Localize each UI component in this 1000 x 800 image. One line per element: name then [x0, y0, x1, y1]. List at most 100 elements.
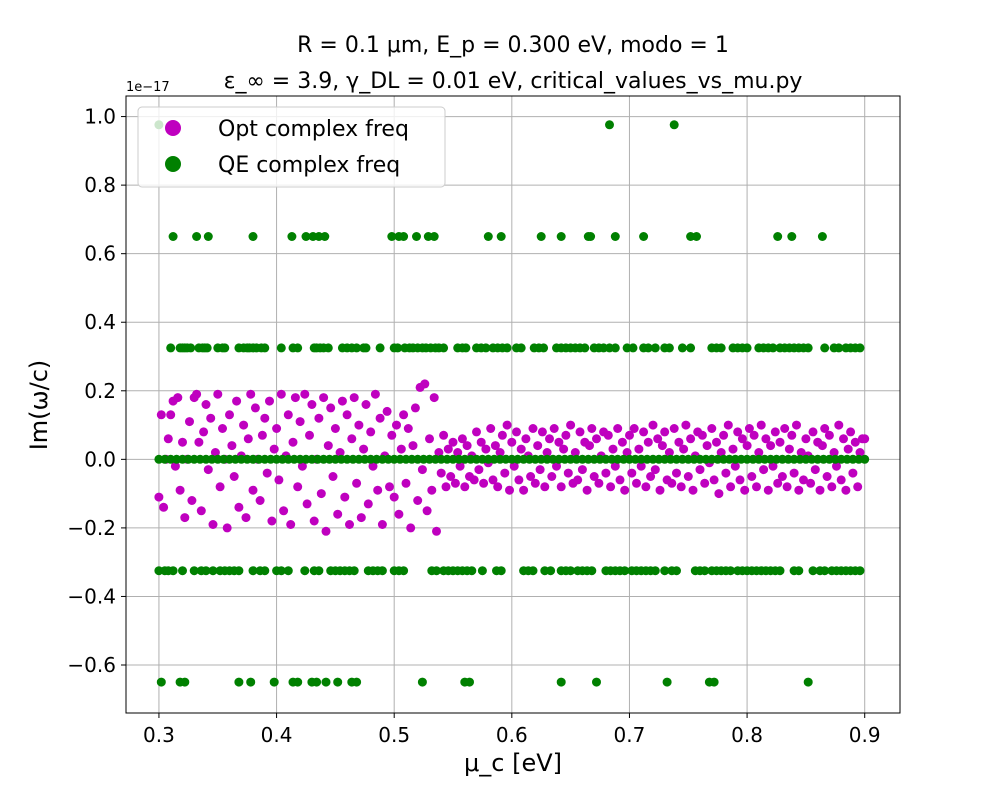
- data-point: [234, 502, 244, 512]
- data-point: [592, 677, 601, 687]
- data-point: [412, 232, 421, 241]
- data-point: [570, 448, 580, 457]
- data-point: [260, 566, 270, 576]
- data-point: [582, 485, 592, 495]
- data-point: [201, 400, 211, 409]
- data-point: [163, 434, 173, 444]
- data-point: [549, 424, 559, 433]
- data-point: [716, 343, 726, 353]
- data-point: [521, 434, 531, 444]
- data-point: [667, 478, 677, 488]
- data-point: [314, 566, 324, 576]
- data-point: [159, 502, 169, 512]
- data-point: [467, 566, 477, 576]
- data-point: [853, 482, 863, 492]
- data-point: [794, 566, 804, 576]
- data-point: [606, 482, 616, 492]
- data-point: [648, 420, 658, 430]
- data-point: [709, 475, 719, 485]
- data-point: [312, 677, 322, 687]
- data-point: [747, 472, 757, 481]
- data-point: [201, 566, 211, 576]
- data-point: [789, 468, 799, 478]
- data-points: [154, 120, 870, 687]
- data-point: [208, 566, 218, 576]
- data-point: [333, 677, 343, 687]
- data-point: [784, 444, 794, 454]
- data-point: [260, 413, 270, 423]
- data-point: [730, 461, 740, 471]
- data-point: [330, 424, 340, 433]
- data-point: [175, 485, 185, 495]
- data-point: [359, 444, 369, 454]
- data-point: [792, 420, 801, 430]
- data-point: [585, 441, 594, 451]
- data-point: [587, 566, 597, 576]
- data-point: [815, 485, 825, 495]
- data-point: [627, 468, 637, 478]
- data-point: [481, 444, 491, 454]
- data-point: [399, 410, 409, 420]
- data-point: [545, 434, 554, 444]
- data-point: [257, 430, 267, 440]
- data-point: [340, 492, 350, 502]
- data-point: [450, 478, 460, 488]
- data-point: [502, 420, 512, 430]
- data-point: [613, 424, 623, 433]
- legend-box: [137, 106, 446, 188]
- legend: Opt complex freq QE complex freq: [137, 106, 446, 188]
- data-point: [406, 523, 416, 533]
- data-point: [610, 232, 620, 241]
- data-point: [293, 482, 303, 492]
- data-point: [641, 482, 651, 492]
- data-point: [824, 430, 834, 440]
- data-point: [269, 444, 279, 454]
- data-point: [660, 566, 670, 576]
- data-point: [293, 677, 303, 687]
- data-point: [276, 343, 286, 353]
- data-point: [832, 461, 841, 471]
- data-point: [234, 566, 244, 576]
- data-point: [337, 396, 347, 406]
- data-point: [154, 492, 164, 502]
- data-point: [401, 478, 411, 488]
- data-point: [810, 465, 820, 475]
- data-point: [394, 509, 404, 519]
- data-point: [773, 478, 783, 488]
- data-point: [719, 430, 729, 440]
- data-point: [265, 396, 274, 406]
- data-point: [373, 485, 383, 495]
- data-point: [806, 478, 816, 488]
- data-point: [660, 427, 670, 437]
- data-point: [479, 478, 489, 488]
- data-point: [396, 444, 406, 454]
- data-point: [453, 448, 463, 457]
- data-point: [361, 343, 371, 353]
- data-point: [559, 444, 569, 454]
- data-point: [625, 430, 634, 440]
- data-point: [469, 475, 479, 485]
- data-point: [462, 441, 472, 451]
- data-point: [735, 475, 745, 485]
- data-point: [434, 448, 444, 457]
- y-tick-label: 1.0: [84, 105, 116, 129]
- data-point: [180, 513, 190, 523]
- data-point: [457, 434, 467, 444]
- data-point: [775, 566, 785, 576]
- data-point: [432, 526, 441, 536]
- data-point: [393, 343, 403, 353]
- data-point: [455, 461, 465, 471]
- data-point: [855, 448, 865, 457]
- data-point: [514, 475, 524, 485]
- data-point: [620, 566, 630, 576]
- x-tick-label: 0.3: [143, 723, 175, 747]
- data-point: [243, 434, 253, 444]
- data-point: [476, 437, 486, 447]
- data-point: [173, 393, 183, 403]
- data-point: [347, 434, 357, 444]
- data-point: [820, 566, 830, 576]
- data-point: [375, 343, 385, 353]
- data-point: [241, 513, 251, 523]
- data-point: [502, 343, 512, 353]
- data-point: [490, 441, 500, 451]
